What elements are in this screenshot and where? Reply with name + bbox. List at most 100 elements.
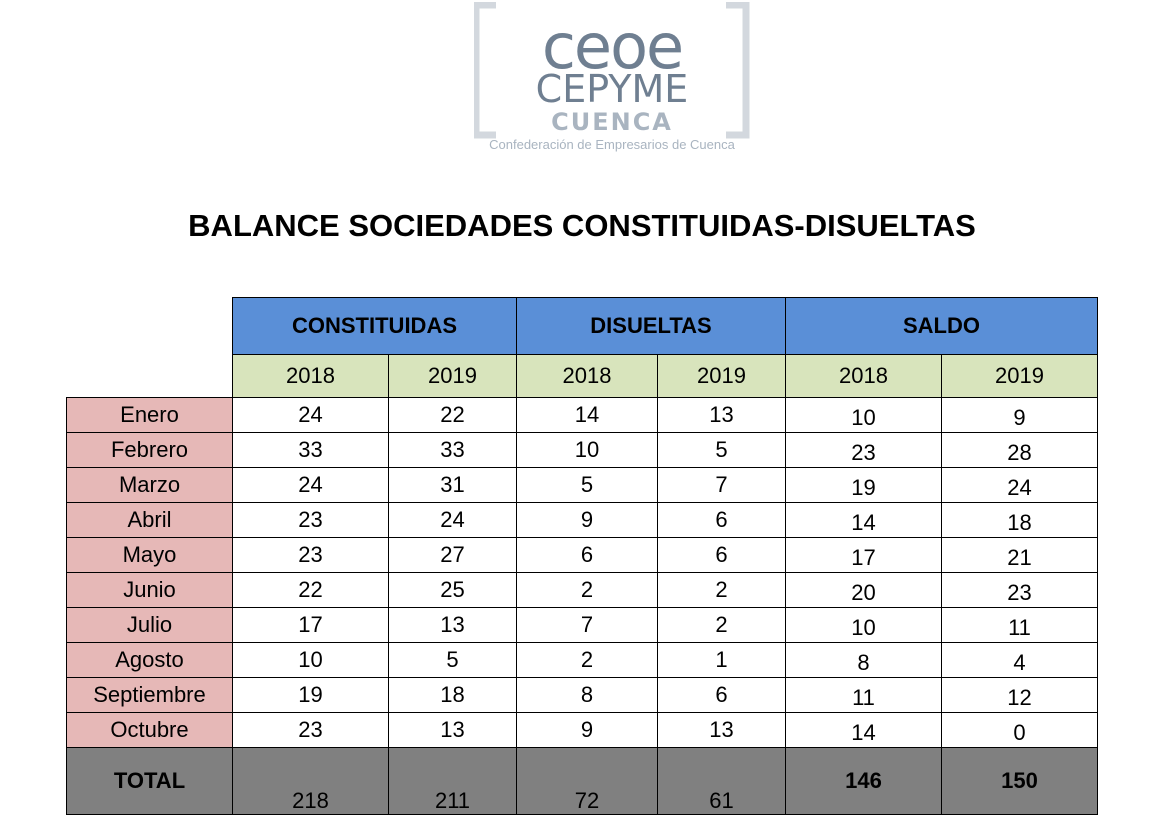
- data-row: Enero 24 22 14 13 10 9: [66, 397, 1098, 433]
- value-cell: 10: [785, 607, 942, 643]
- value-cell: 5: [657, 432, 786, 468]
- title: BALANCE SOCIEDADES CONSTITUIDAS-DISUELTA…: [188, 208, 976, 243]
- value-cell: 8: [516, 677, 658, 713]
- header-row: CONSTITUIDAS DISUELTAS SALDO: [67, 297, 1098, 355]
- empty-cell: [67, 355, 233, 398]
- value-cell: 10: [785, 397, 942, 433]
- value-cell: 19: [785, 467, 942, 503]
- year-header: 2019: [388, 354, 517, 398]
- value-cell: 6: [516, 537, 658, 573]
- group-header: DISUELTAS: [516, 297, 786, 355]
- value-cell: 18: [388, 677, 517, 713]
- value-cell: 13: [388, 607, 517, 643]
- group-header: CONSTITUIDAS: [232, 297, 517, 355]
- value-cell: 24: [941, 467, 1098, 503]
- value-cell: 24: [232, 467, 389, 503]
- value-cell: 7: [516, 607, 658, 643]
- value-cell: 2: [657, 572, 786, 608]
- value-cell: 13: [388, 712, 517, 748]
- year-header: 2018: [232, 354, 389, 398]
- value-cell: 4: [941, 642, 1098, 678]
- value-cell: 9: [516, 502, 658, 538]
- value-cell: 20: [785, 572, 942, 608]
- data-row: Octubre 23 13 9 13 14 0: [66, 712, 1098, 748]
- value-cell: 23: [232, 502, 389, 538]
- logo-bracket: [726, 2, 750, 139]
- year-header: 2019: [657, 354, 786, 398]
- value-cell: 6: [657, 537, 786, 573]
- total-cell: 72: [516, 747, 658, 815]
- value-cell: 9: [516, 712, 658, 748]
- year-header: 2018: [785, 354, 942, 398]
- logo-bracket: [474, 2, 496, 139]
- total-cell: 146: [785, 747, 942, 815]
- value-cell: 14: [516, 397, 658, 433]
- total-cell: 211: [388, 747, 517, 815]
- value-cell: 9: [941, 397, 1098, 433]
- value-cell: 7: [657, 467, 786, 503]
- empty-cell: [67, 298, 233, 355]
- value-cell: 33: [232, 432, 389, 468]
- value-cell: 23: [232, 537, 389, 573]
- month-cell: Septiembre: [66, 677, 233, 713]
- table: CONSTITUIDAS DISUELTAS SALDO 2018 2019 2018 20…: [66, 297, 1098, 815]
- value-cell: 13: [657, 397, 786, 433]
- value-cell: 2: [657, 607, 786, 643]
- value-cell: 21: [941, 537, 1098, 573]
- value-cell: 1: [657, 642, 786, 678]
- value-cell: 18: [941, 502, 1098, 538]
- month-cell: Agosto: [66, 642, 233, 678]
- data-row: Agosto 10 5 2 1 8 4: [66, 642, 1098, 678]
- value-cell: 22: [232, 572, 389, 608]
- value-cell: 12: [941, 677, 1098, 713]
- logo-text: ceoe: [542, 10, 682, 83]
- data-row: Septiembre 19 18 8 6 11 12: [66, 677, 1098, 713]
- value-cell: 33: [388, 432, 517, 468]
- month-cell: Mayo: [66, 537, 233, 573]
- value-cell: 23: [785, 432, 942, 468]
- data-row: Marzo 24 31 5 7 19 24: [66, 467, 1098, 503]
- value-cell: 24: [232, 397, 389, 433]
- value-cell: 22: [388, 397, 517, 433]
- value-cell: 25: [388, 572, 517, 608]
- value-cell: 0: [941, 712, 1098, 748]
- value-cell: 24: [388, 502, 517, 538]
- logo: ceoe CEPYME CUENCA Confederación de Empr…: [474, 2, 750, 152]
- data-row: Julio 17 13 7 2 10 11: [66, 607, 1098, 643]
- total-cell: 150: [941, 747, 1098, 815]
- total-row: TOTAL 218 211 72 61 146 150: [66, 747, 1098, 815]
- year-header: 2019: [941, 354, 1098, 398]
- value-cell: 6: [657, 502, 786, 538]
- month-cell: Enero: [66, 397, 233, 433]
- month-cell: Julio: [66, 607, 233, 643]
- year-header: 2018: [516, 354, 658, 398]
- data-row: Febrero 33 33 10 5 23 28: [66, 432, 1098, 468]
- total-label: TOTAL: [66, 747, 233, 815]
- data-row: Mayo 23 27 6 6 17 21: [66, 537, 1098, 573]
- value-cell: 11: [941, 607, 1098, 643]
- value-cell: 2: [516, 572, 658, 608]
- value-cell: 27: [388, 537, 517, 573]
- value-cell: 17: [785, 537, 942, 573]
- value-cell: 2: [516, 642, 658, 678]
- value-cell: 10: [516, 432, 658, 468]
- logo-text: CUENCA: [551, 108, 673, 136]
- data-row: Abril 23 24 9 6 14 18: [66, 502, 1098, 538]
- value-cell: 10: [232, 642, 389, 678]
- value-cell: 6: [657, 677, 786, 713]
- group-header: SALDO: [785, 297, 1098, 355]
- value-cell: 13: [657, 712, 786, 748]
- value-cell: 17: [232, 607, 389, 643]
- value-cell: 11: [785, 677, 942, 713]
- value-cell: 19: [232, 677, 389, 713]
- value-cell: 5: [388, 642, 517, 678]
- value-cell: 28: [941, 432, 1098, 468]
- value-cell: 8: [785, 642, 942, 678]
- value-cell: 23: [232, 712, 389, 748]
- value-cell: 31: [388, 467, 517, 503]
- month-cell: Octubre: [66, 712, 233, 748]
- month-cell: Junio: [66, 572, 233, 608]
- logo-text: CEPYME: [536, 67, 689, 111]
- logo-tagline: Confederación de Empresarios de Cuenca: [489, 137, 735, 152]
